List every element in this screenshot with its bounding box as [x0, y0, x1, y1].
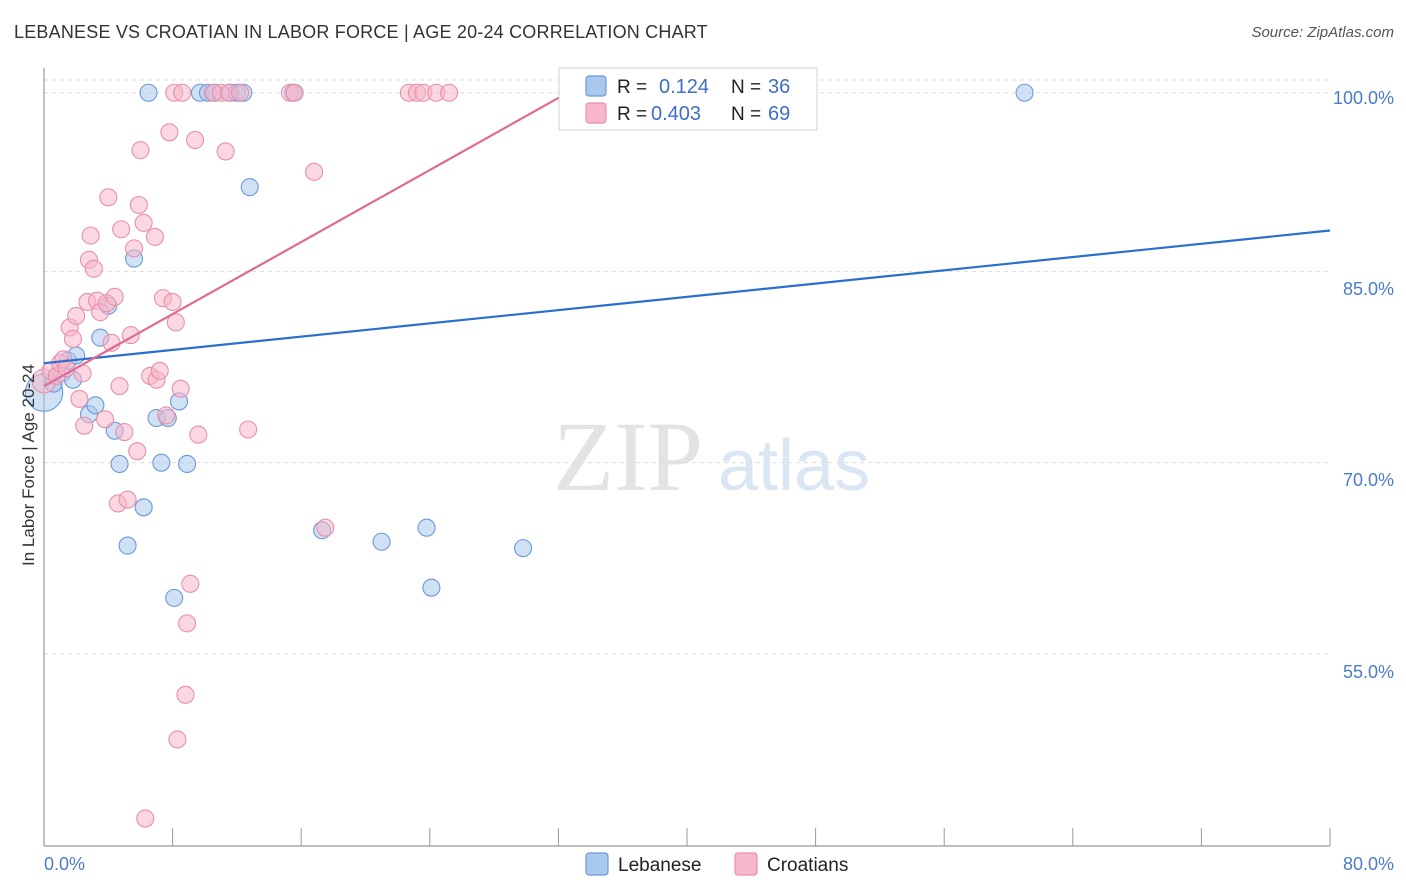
croatians-point: [67, 306, 86, 326]
croatians-n-label: N =: [731, 104, 761, 125]
legend-lebanese-label: Lebanese: [618, 855, 701, 876]
lebanese-point: [139, 83, 158, 102]
croatians-point: [171, 379, 190, 398]
lebanese-swatch: [585, 75, 607, 97]
stats-legend: R = 0.124 N = 36 R = 0.403 N = 69: [558, 67, 818, 131]
croatians-point: [178, 614, 197, 633]
croatians-point: [181, 574, 200, 593]
lebanese-r-value: 0.124: [659, 76, 709, 98]
lebanese-point: [178, 454, 197, 473]
croatians-r-value: 0.403: [651, 103, 701, 125]
croatians-point: [112, 220, 131, 239]
croatians-point: [157, 406, 176, 425]
lebanese-point: [110, 454, 129, 473]
croatians-point: [231, 83, 250, 102]
lebanese-point: [165, 588, 184, 607]
y-tick-label-100: 100.0%: [1333, 88, 1394, 108]
lebanese-point: [417, 518, 436, 537]
series-legend: Lebanese Croatians: [585, 852, 848, 876]
croatians-point: [124, 239, 144, 258]
croatians-point: [160, 123, 179, 142]
chart-title: LEBANESE VS CROATIAN IN LABOR FORCE | AG…: [14, 22, 708, 42]
source-label: Source: ZipAtlas.com: [1251, 24, 1394, 41]
croatians-point: [110, 377, 129, 396]
axis-layer: [43, 68, 1331, 847]
croatians-point: [81, 226, 100, 245]
croatians-point: [145, 227, 164, 246]
lebanese-n-value: 36: [768, 76, 790, 98]
croatians-point: [173, 83, 192, 102]
croatians-point: [440, 83, 459, 102]
lebanese-point: [1015, 83, 1034, 102]
lebanese-point: [118, 536, 137, 555]
croatians-point: [239, 420, 258, 439]
croatians-point: [216, 142, 235, 161]
croatians-point: [150, 361, 169, 380]
legend-croatians-swatch: [734, 852, 758, 876]
croatians-point: [129, 195, 148, 215]
lebanese-point: [152, 453, 171, 472]
y-axis-title: In Labor Force | Age 20-24: [19, 364, 38, 566]
croatians-point: [131, 141, 150, 160]
croatians-point: [316, 518, 335, 537]
croatians-point: [176, 685, 195, 704]
croatians-point: [285, 83, 304, 102]
watermark-zip: ZIP: [553, 401, 703, 512]
croatians-trend-line: [43, 87, 576, 388]
croatians-point: [105, 287, 124, 306]
trend-layer: [43, 87, 1331, 388]
x-tick-label-min: 0.0%: [44, 854, 85, 874]
y-tick-label-85: 85.0%: [1343, 279, 1394, 299]
croatians-point: [96, 410, 115, 429]
legend-croatians-label: Croatians: [767, 855, 848, 876]
croatians-point: [128, 442, 147, 461]
croatians-point: [189, 425, 208, 444]
croatians-point: [115, 423, 134, 442]
lebanese-point: [372, 532, 391, 551]
y-tick-label-55: 55.0%: [1343, 662, 1394, 682]
croatians-point: [134, 213, 153, 232]
croatians-swatch: [585, 102, 607, 124]
croatians-point: [166, 313, 185, 332]
lebanese-r-label: R =: [617, 77, 647, 98]
lebanese-n-label: N =: [731, 77, 761, 98]
croatians-point: [75, 416, 94, 435]
legend-lebanese-swatch: [585, 852, 609, 876]
croatians-point: [63, 329, 82, 348]
croatians-r-label: R =: [617, 104, 647, 125]
watermark-atlas: atlas: [718, 426, 870, 506]
lebanese-point: [240, 178, 259, 197]
lebanese-point: [134, 498, 153, 517]
lebanese-point: [422, 578, 441, 597]
y-tick-label-70: 70.0%: [1343, 470, 1394, 490]
x-tick-label-max: 80.0%: [1343, 854, 1394, 874]
croatians-point: [168, 730, 187, 749]
points-layer: [24, 79, 1034, 828]
lebanese-point: [86, 396, 105, 415]
lebanese-trend-line: [43, 229, 1331, 365]
croatians-n-value: 69: [768, 103, 790, 125]
lebanese-point: [513, 539, 533, 558]
croatians-point: [84, 259, 103, 278]
croatians-point: [99, 188, 118, 207]
croatians-point: [163, 292, 182, 311]
croatians-point: [136, 809, 155, 828]
grid-layer: [44, 79, 1330, 655]
croatians-point: [305, 162, 324, 181]
croatians-point: [186, 130, 205, 150]
croatians-point: [118, 490, 137, 509]
croatians-point: [70, 389, 89, 408]
